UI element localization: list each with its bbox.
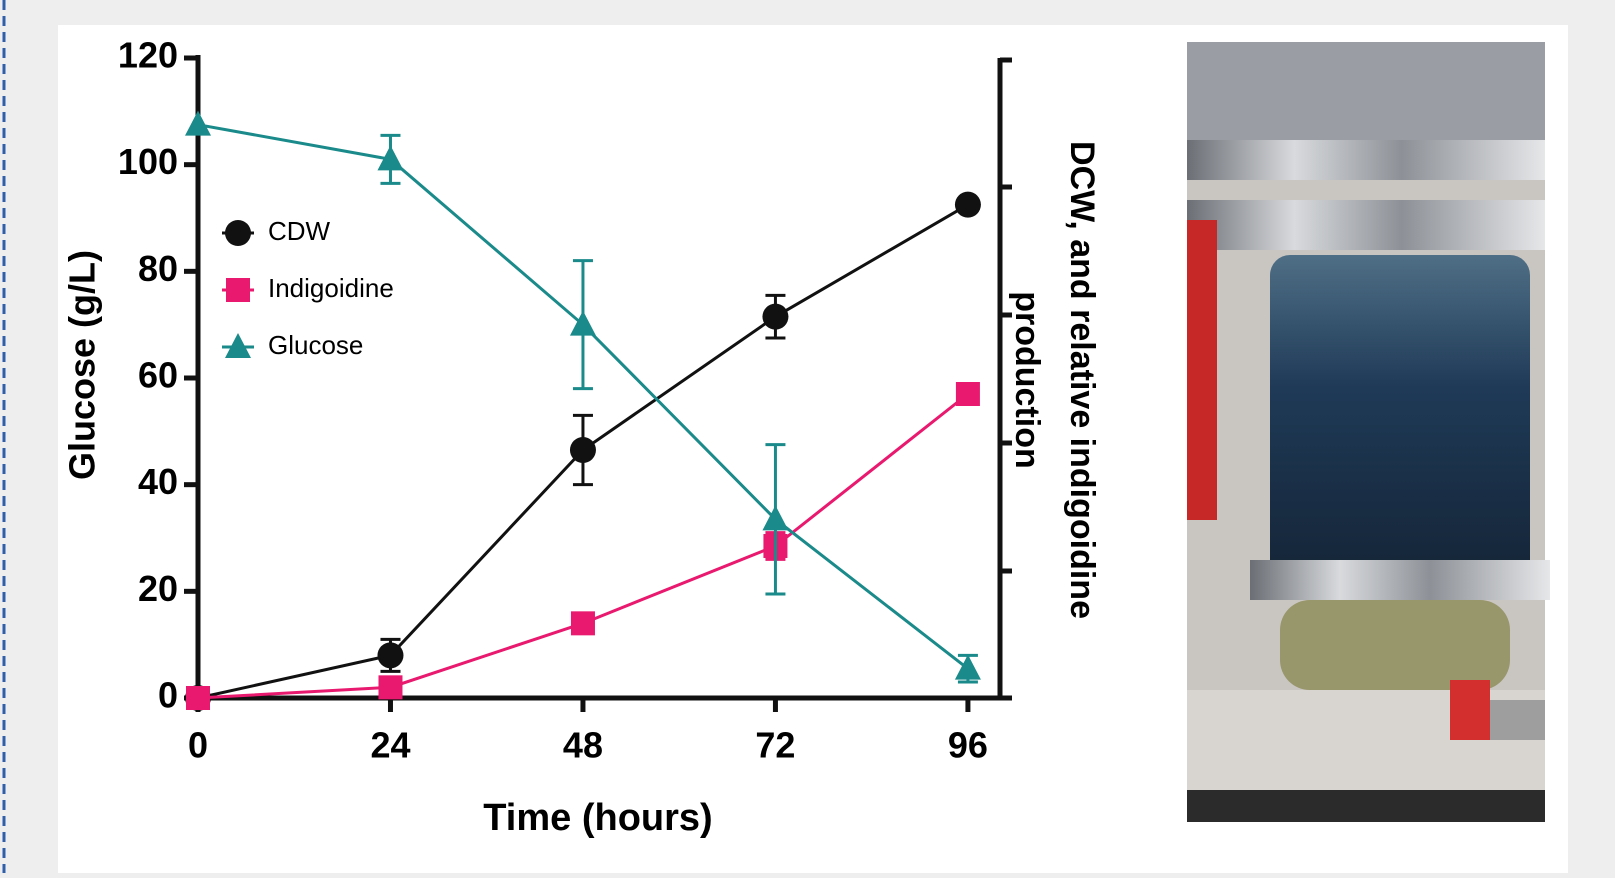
legend-label: Indigoidine [268,273,394,303]
legend-label: Glucose [268,330,363,360]
y-tick-label: 100 [118,141,178,182]
y2-axis-label: DCW, and relative indigoidine [1063,141,1101,619]
data-point [378,675,402,699]
x-tick-label: 0 [188,725,208,766]
x-tick-label: 24 [370,725,410,766]
data-point [955,192,981,218]
figure: Time (hours) Glucose (g/L) DCW, and rela… [0,0,1615,873]
y-axis-label: Glucose (g/L) [62,250,103,480]
data-point [571,611,595,635]
x-tick-label: 48 [563,725,603,766]
y-tick-label: 20 [138,568,178,609]
x-tick-label: 96 [948,725,988,766]
data-point [570,437,596,463]
page: Time (hours) Glucose (g/L) DCW, and rela… [0,0,1615,873]
data-point [186,686,210,710]
y-tick-label: 40 [138,461,178,502]
legend-label: CDW [268,216,331,246]
photo [1187,42,1550,822]
y-tick-label: 0 [158,675,178,716]
x-axis-label: Time (hours) [483,797,712,839]
y-tick-label: 60 [138,355,178,396]
legend-marker [226,278,250,302]
x-tick-label: 72 [755,725,795,766]
y-tick-label: 80 [138,248,178,289]
y2-axis-label: production [1008,291,1046,469]
data-point [956,382,980,406]
y-tick-label: 120 [118,35,178,76]
data-point [762,304,788,330]
data-point [377,642,403,668]
legend-marker [225,220,251,246]
